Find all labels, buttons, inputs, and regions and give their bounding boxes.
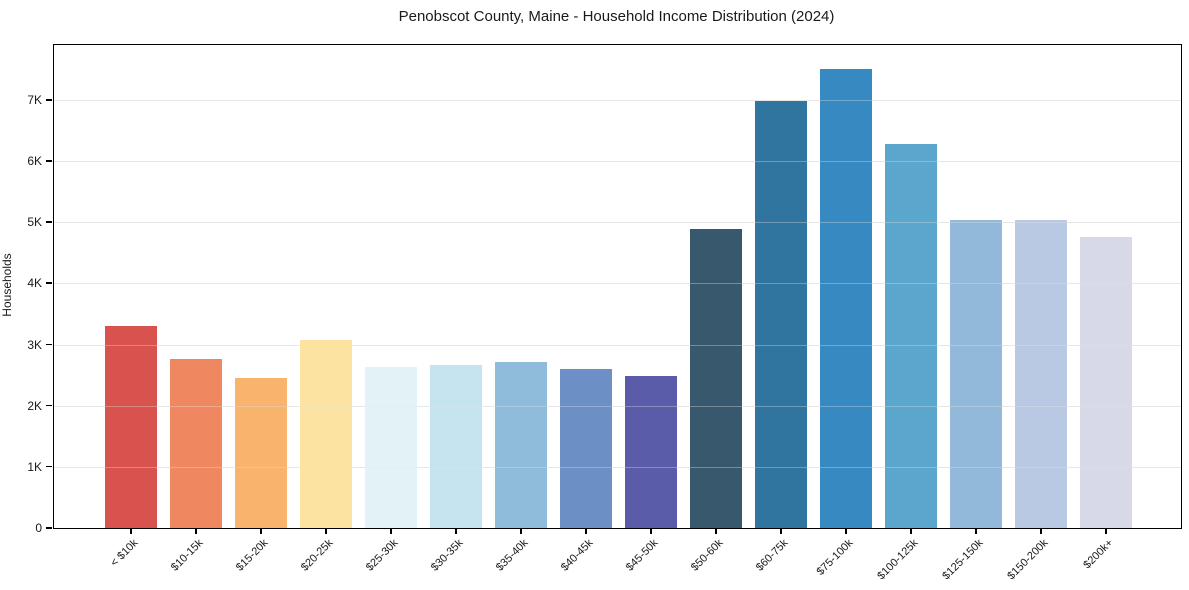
chart-title: Penobscot County, Maine - Household Inco… (398, 8, 835, 25)
y-tick-label: 3K (27, 337, 42, 352)
x-tick-mark (195, 529, 197, 534)
gridline (54, 405, 1181, 407)
y-tick-mark (46, 343, 52, 346)
x-tick-mark (520, 529, 522, 534)
y-tick-label: 6K (27, 154, 42, 169)
bar-4 (300, 340, 352, 528)
x-tick-label: $35-40k (493, 537, 531, 574)
y-tick-mark (46, 99, 52, 101)
x-tick-label: $40-45k (558, 537, 596, 574)
bar-13 (885, 144, 937, 528)
bar-2 (170, 359, 222, 528)
bar-3 (235, 378, 287, 528)
y-tick-mark (46, 465, 52, 468)
x-tick-mark (780, 529, 782, 534)
bar-16 (1080, 236, 1132, 528)
x-tick-mark (585, 529, 587, 534)
x-tick-label: $125-150k (940, 537, 986, 583)
x-tick-mark (1040, 529, 1042, 534)
x-tick-label: $25-30k (363, 537, 401, 574)
bar-6 (430, 365, 482, 528)
gridline (54, 283, 1181, 285)
bar-7 (495, 362, 547, 528)
x-tick-mark (455, 529, 457, 534)
y-tick-label: 4K (27, 276, 42, 291)
x-tick-mark (260, 529, 262, 534)
bar-5 (365, 366, 417, 528)
x-tick-label: $50-60k (688, 537, 726, 574)
x-tick-label: $75-100k (814, 537, 856, 578)
x-tick-label: $100-125k (875, 537, 921, 583)
y-tick-label: 2K (27, 398, 42, 413)
bar-8 (560, 369, 612, 528)
y-tick-mark (46, 527, 52, 529)
x-tick-mark (975, 529, 977, 534)
x-tick-label: < $10k (108, 537, 141, 570)
x-tick-label: $10-15k (168, 537, 206, 574)
x-tick-mark (1105, 529, 1107, 534)
x-tick-label: $15-20k (233, 537, 271, 574)
x-tick-mark (325, 529, 327, 534)
y-tick-label: 7K (27, 93, 42, 108)
x-tick-mark (130, 529, 132, 534)
x-tick-mark (910, 529, 912, 534)
bar-10 (690, 229, 742, 528)
gridline (54, 100, 1181, 102)
bar-11 (755, 101, 807, 528)
x-tick-mark (845, 529, 847, 534)
x-tick-mark (650, 529, 652, 534)
x-tick-label: $45-50k (623, 537, 661, 574)
bar-9 (625, 375, 677, 528)
gridline (54, 161, 1181, 163)
x-tick-mark (390, 529, 392, 534)
x-tick-label: $150-200k (1005, 537, 1051, 583)
gridline (54, 466, 1181, 468)
gridline (54, 222, 1181, 224)
y-tick-mark (46, 282, 52, 284)
bar-15 (1015, 220, 1067, 528)
y-tick-mark (46, 160, 52, 162)
bar-12 (820, 68, 872, 528)
x-tick-label: $30-35k (428, 537, 466, 574)
plot-area (53, 44, 1182, 529)
x-tick-mark (715, 529, 717, 534)
bar-1 (105, 325, 157, 528)
x-tick-label: $20-25k (298, 537, 336, 574)
bar-14 (950, 219, 1002, 528)
y-tick-label: 0 (35, 521, 42, 535)
x-tick-label: $60-75k (753, 537, 791, 574)
y-tick-mark (46, 404, 52, 407)
x-tick-label: $200k+ (1081, 537, 1116, 572)
y-tick-mark (46, 221, 52, 223)
y-tick-label: 1K (27, 459, 42, 474)
gridline (54, 344, 1181, 346)
y-tick-label: 5K (27, 215, 42, 230)
